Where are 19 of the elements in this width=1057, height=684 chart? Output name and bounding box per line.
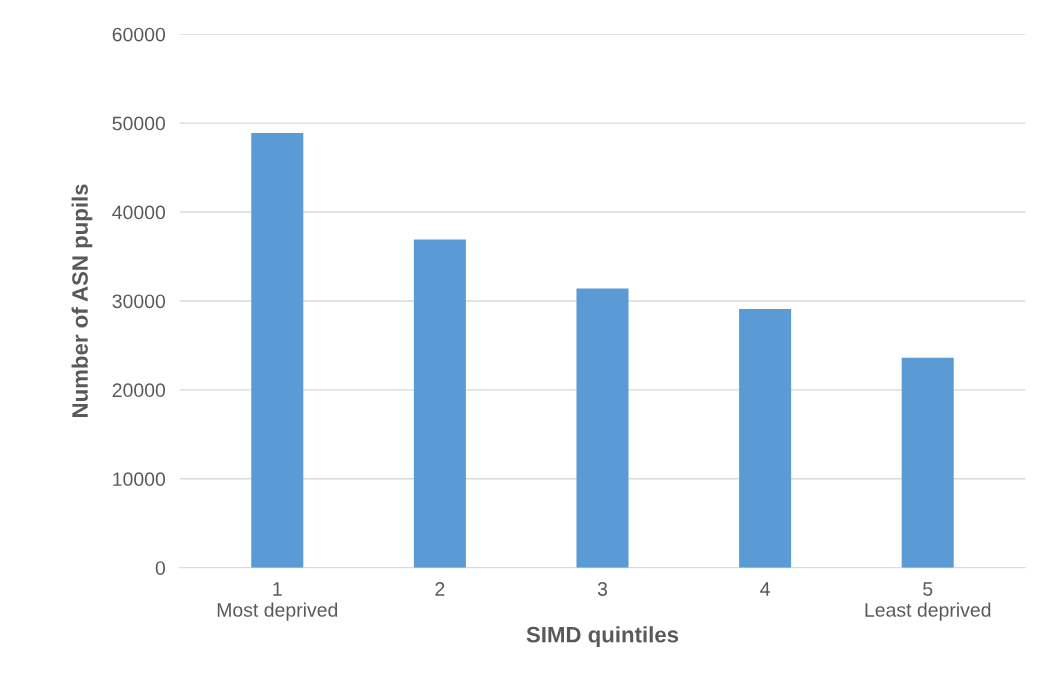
y-tick-label: 60000 [112,27,166,42]
y-tick-label: 0 [155,561,166,575]
y-axis-title: Number of ASN pupils [71,184,93,417]
bar [901,357,954,568]
bar [413,239,466,568]
x-tick-label: 3 [597,582,608,596]
y-tick-label: 10000 [113,472,166,487]
bar [576,288,629,568]
x-tick-label: 1 Most deprived [217,582,338,621]
x-tick-label: 4 [760,582,770,596]
x-tick-label: 5 Least deprived [865,582,991,621]
x-tick-label: 2 [435,582,445,596]
y-tick-label: 40000 [112,205,166,220]
y-tick-label: 50000 [112,116,166,131]
bar [739,308,792,568]
y-tick-label: 20000 [112,383,166,398]
bar [251,132,304,568]
x-axis-title: SIMD quintiles [526,626,679,647]
y-tick-label: 30000 [112,294,166,309]
